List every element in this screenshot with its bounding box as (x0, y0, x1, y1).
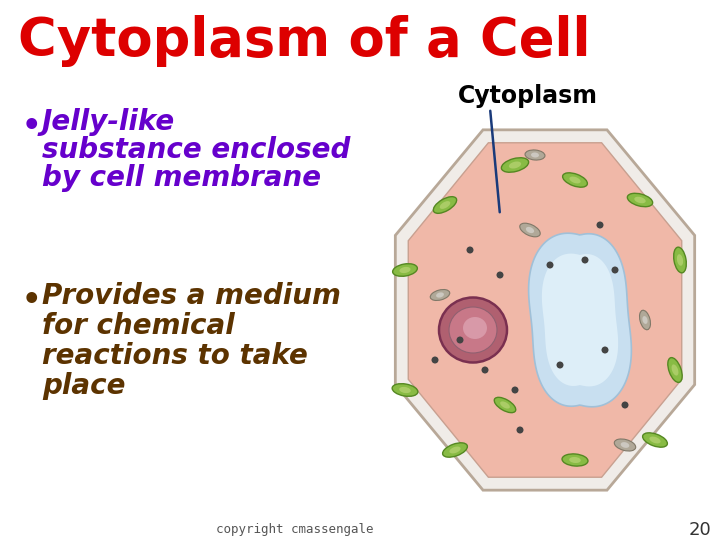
Ellipse shape (639, 310, 650, 330)
Ellipse shape (562, 454, 588, 466)
Circle shape (482, 367, 488, 374)
Text: place: place (42, 372, 125, 400)
Ellipse shape (642, 316, 647, 324)
Text: •: • (22, 112, 42, 141)
Ellipse shape (494, 397, 516, 413)
Text: copyright cmassengale: copyright cmassengale (216, 523, 374, 537)
Circle shape (516, 427, 523, 434)
Polygon shape (408, 143, 682, 477)
Text: 20: 20 (688, 521, 711, 539)
Ellipse shape (463, 317, 487, 339)
Text: •: • (22, 286, 42, 315)
Text: by cell membrane: by cell membrane (42, 164, 321, 192)
Ellipse shape (443, 443, 467, 457)
Ellipse shape (400, 267, 410, 273)
Ellipse shape (399, 387, 411, 393)
Ellipse shape (501, 158, 528, 172)
Text: Jelly-like: Jelly-like (42, 108, 175, 136)
Circle shape (467, 246, 474, 253)
Ellipse shape (392, 264, 418, 276)
Text: for chemical: for chemical (42, 312, 235, 340)
Text: reactions to take: reactions to take (42, 342, 308, 370)
Text: Cytoplasm of a Cell: Cytoplasm of a Cell (18, 15, 590, 67)
Polygon shape (528, 233, 631, 407)
Ellipse shape (525, 150, 545, 160)
Circle shape (596, 221, 603, 228)
Ellipse shape (621, 442, 629, 448)
Ellipse shape (531, 152, 539, 158)
Ellipse shape (674, 247, 686, 273)
Circle shape (456, 336, 464, 343)
Circle shape (582, 256, 588, 264)
Ellipse shape (439, 298, 507, 362)
Ellipse shape (614, 439, 636, 451)
Circle shape (497, 272, 503, 279)
Ellipse shape (649, 436, 660, 443)
Ellipse shape (509, 161, 521, 168)
Ellipse shape (672, 364, 678, 376)
Ellipse shape (440, 201, 450, 209)
Ellipse shape (449, 307, 497, 353)
Ellipse shape (392, 384, 418, 396)
Text: Provides a medium: Provides a medium (42, 282, 341, 310)
Ellipse shape (520, 223, 540, 237)
Circle shape (601, 347, 608, 354)
Ellipse shape (634, 197, 646, 203)
Polygon shape (542, 254, 618, 387)
Ellipse shape (449, 447, 461, 454)
Text: Cytoplasm: Cytoplasm (458, 84, 598, 108)
Ellipse shape (431, 289, 450, 300)
Circle shape (431, 356, 438, 363)
Circle shape (557, 361, 564, 368)
Ellipse shape (570, 177, 580, 184)
Ellipse shape (627, 193, 652, 207)
Ellipse shape (570, 457, 581, 463)
Ellipse shape (677, 254, 683, 266)
Ellipse shape (436, 292, 444, 298)
Ellipse shape (500, 401, 510, 409)
Ellipse shape (643, 433, 667, 447)
Ellipse shape (562, 173, 588, 187)
Ellipse shape (433, 197, 456, 213)
Polygon shape (395, 130, 695, 490)
Text: substance enclosed: substance enclosed (42, 136, 351, 164)
Ellipse shape (668, 357, 682, 382)
Circle shape (621, 402, 629, 408)
Circle shape (546, 261, 554, 268)
Ellipse shape (526, 227, 534, 233)
Circle shape (511, 387, 518, 394)
Circle shape (611, 267, 618, 273)
